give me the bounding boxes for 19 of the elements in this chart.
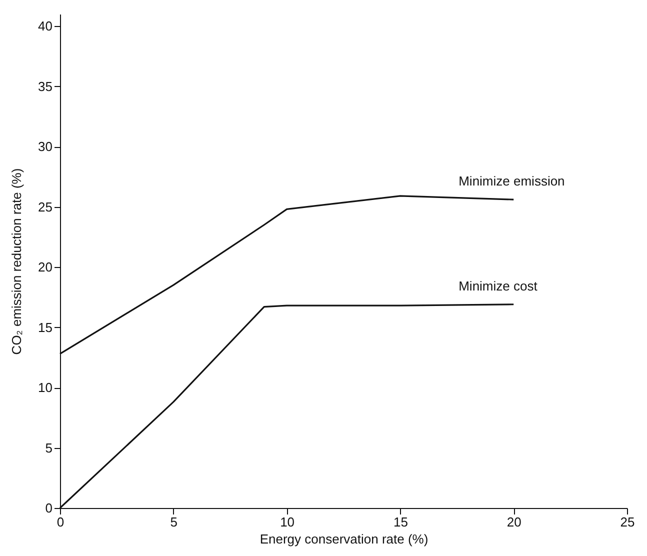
y-tick-label: 30 <box>38 139 52 154</box>
y-tick-label: 20 <box>38 260 52 275</box>
series-label: Minimize emission <box>458 174 565 189</box>
x-tick-label: 10 <box>280 514 295 530</box>
x-tick-label: 0 <box>56 514 64 530</box>
y-tick-label: 35 <box>38 78 52 94</box>
y-tick-label: 40 <box>38 18 52 34</box>
y-tick-label: 25 <box>38 199 52 214</box>
x-tick-label: 5 <box>170 514 178 530</box>
x-tick-label: 25 <box>620 514 635 530</box>
x-tick-label: 20 <box>506 514 522 530</box>
y-tick-label: 15 <box>38 320 52 335</box>
x-tick-label: 15 <box>393 514 408 530</box>
y-axis-title: CO₂ emission reduction rate (%) <box>9 168 24 355</box>
x-axis-title: Energy conservation rate (%) <box>260 532 428 546</box>
y-tick-label: 5 <box>45 440 52 456</box>
y-tick-label: 0 <box>45 500 52 516</box>
y-tick-label: 10 <box>38 380 52 396</box>
series-label: Minimize cost <box>458 278 538 294</box>
